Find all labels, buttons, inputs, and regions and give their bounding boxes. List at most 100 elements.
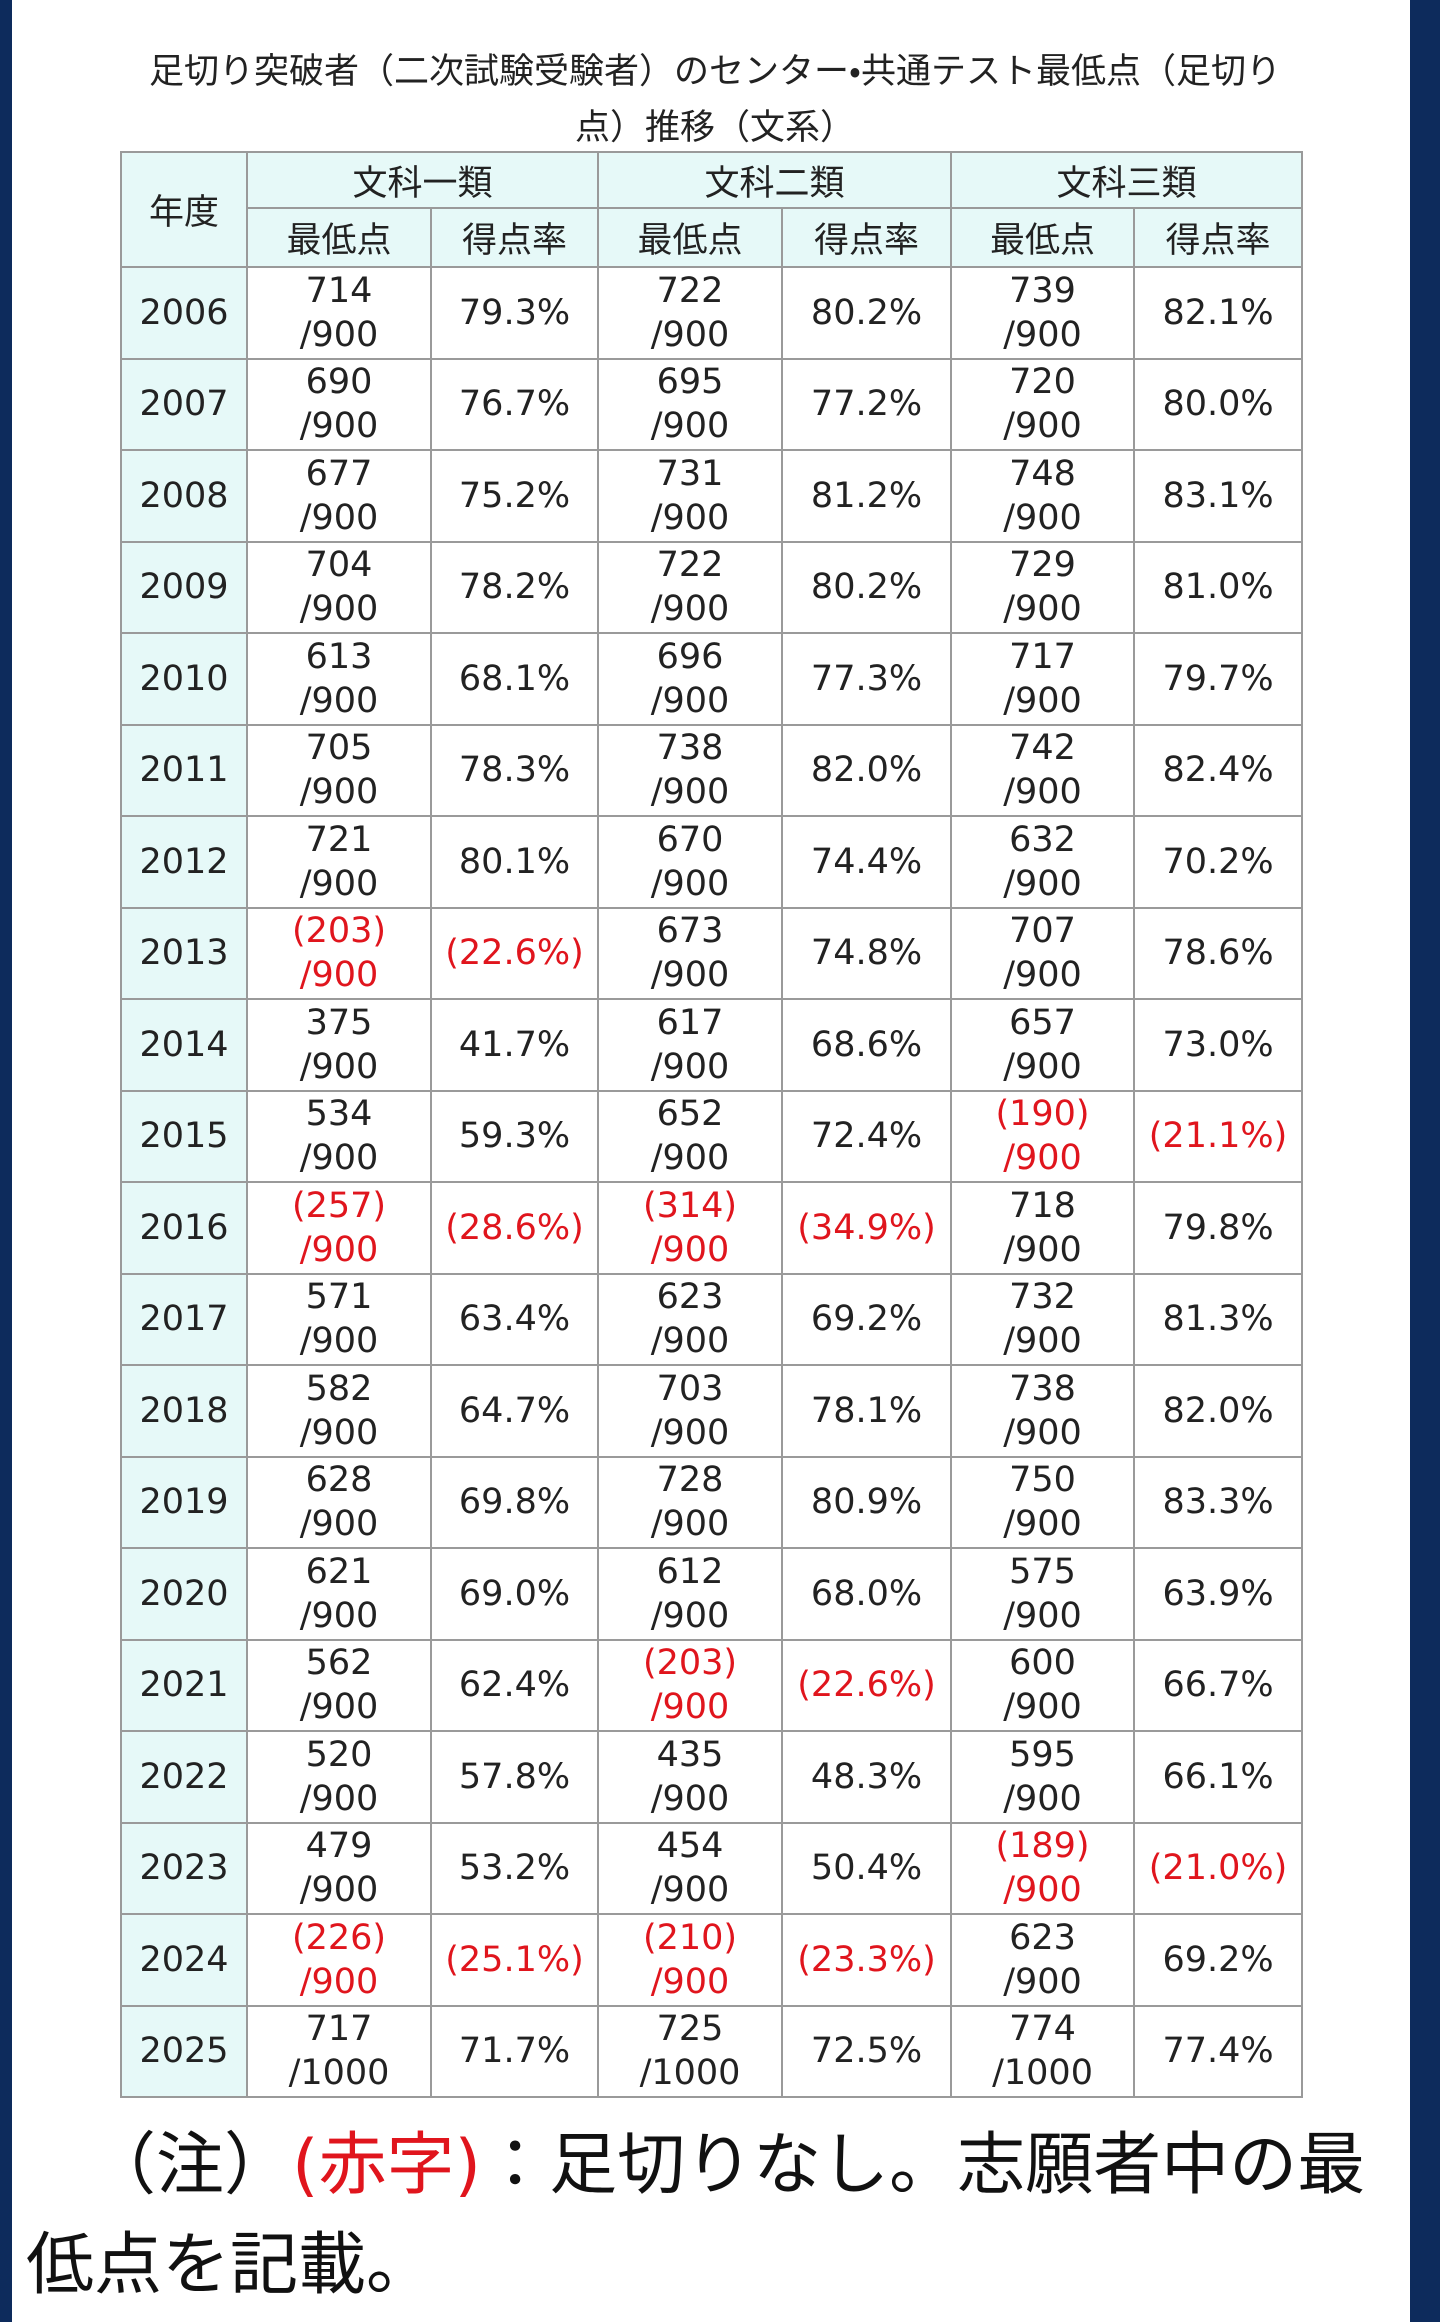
rate-cell: (25.1%) [429,1913,600,2007]
rate-cell: 69.8% [429,1455,600,1549]
rate-cell: 81.2% [781,449,953,543]
year-cell: 2016 [120,1181,248,1275]
score-total: /900 [299,1778,379,1819]
score: 375 [305,1002,373,1043]
score-cell: 375/900 [246,998,432,1092]
rate-cell: 79.7% [1133,632,1304,726]
score-cell: (190)/900 [950,1089,1136,1183]
score-cell: 705/900 [246,723,432,817]
rate-cell: 50.4% [781,1821,953,1915]
score: 718 [1009,1185,1076,1226]
score-cell: 435/900 [597,1730,784,1824]
score: 595 [1009,1734,1076,1775]
score-cell: 738/900 [597,723,784,817]
score-cell: 707/900 [950,906,1136,1000]
score-total: /900 [650,1870,730,1911]
score-cell: 673/900 [597,906,784,1000]
score-total: /900 [1003,772,1082,813]
rate-cell: 73.0% [1133,998,1304,1092]
score-cell: 534/900 [246,1089,432,1183]
score-cell: 628/900 [246,1455,432,1549]
score-total: /900 [299,863,379,904]
score-total: /900 [650,1046,730,1087]
score: 717 [1009,636,1076,677]
rate-cell: (23.3%) [781,1913,953,2007]
table-row: 2018 582/900 64.7% 703/900 78.1% 738/900 82.0% [120,1364,1304,1458]
score-total: /900 [650,314,730,355]
note-label: （注） [88,2126,293,2205]
score-total: /900 [299,1046,379,1087]
group-header: 文科一類 [245,151,600,209]
rate-cell: 74.4% [781,815,953,909]
rate-cell: 41.7% [429,998,600,1092]
score-cell: 722/900 [597,266,784,360]
score-total: /900 [650,1961,730,2002]
score: 696 [656,636,724,677]
score: (257) [291,1185,387,1226]
score: 690 [305,362,373,403]
score-total: /900 [299,955,379,996]
score: (226) [291,1917,387,1958]
score-total: /900 [650,1778,730,1819]
score-total: /900 [1003,1138,1082,1179]
score-total: /900 [1003,1687,1082,1728]
score: (190) [995,1094,1090,1135]
score-cell: 722/900 [597,540,784,634]
score-cell: (203)/900 [246,906,432,1000]
table-row: 2020 621/900 69.0% 612/900 68.0% 575/900 63.9% [120,1547,1304,1641]
score-cell: 714/900 [246,266,432,360]
score: 600 [1009,1643,1076,1684]
score-cell: 454/900 [597,1821,784,1915]
score-cell: 729/900 [950,540,1136,634]
note-text: ：足切りなし。志願者中の最低点を記載。 [26,2126,1366,2305]
rate-cell: 82.1% [1133,266,1304,360]
score-total: /900 [650,406,730,447]
year-cell: 2020 [120,1547,248,1641]
score-total: /900 [650,1321,730,1362]
score-total: /900 [650,955,730,996]
score-total: /900 [299,1687,379,1728]
score-total: /900 [1003,1046,1082,1087]
rate-cell: 59.3% [429,1089,600,1183]
score: 717 [305,2009,373,2050]
score-total: /900 [299,589,379,630]
score: 732 [1009,1277,1076,1318]
score-total: /900 [299,497,379,538]
score: 774 [1009,2009,1076,2050]
rate-cell: 79.8% [1133,1181,1304,1275]
border-right [1410,0,1440,2322]
score-total: /900 [650,1229,730,1270]
score-cell: 742/900 [950,723,1136,817]
rate-cell: 70.2% [1133,815,1304,909]
sub-header: 得点率 [429,207,600,268]
year-cell: 2013 [120,906,248,1000]
score-cell: 575/900 [950,1547,1136,1641]
rate-cell: 63.4% [429,1272,600,1366]
table-row: 2009 704/900 78.2% 722/900 80.2% 729/900 81.0% [120,540,1304,634]
rate-cell: (21.1%) [1133,1089,1304,1183]
rate-cell: 69.2% [781,1272,953,1366]
year-cell: 2008 [120,449,248,543]
score: 613 [305,636,373,677]
sub-header: 最低点 [597,207,784,268]
rate-cell: 80.0% [1133,357,1304,451]
score: 479 [305,1826,373,1867]
score-cell: 721/900 [246,815,432,909]
score-cell: 732/900 [950,1272,1136,1366]
score-cell: 479/900 [246,1821,432,1915]
score: 703 [656,1368,724,1409]
score: 623 [656,1277,724,1318]
year-cell: 2014 [120,998,248,1092]
rate-cell: (28.6%) [429,1181,600,1275]
score-cell: 720/900 [950,357,1136,451]
score-cell: 704/900 [246,540,432,634]
score: 571 [305,1277,373,1318]
score-cell: 595/900 [950,1730,1136,1824]
score-cell: (189)/900 [950,1821,1136,1915]
score: 750 [1009,1460,1076,1501]
rate-cell: 80.1% [429,815,600,909]
score-total: /900 [1003,1778,1082,1819]
table-row: 2006 714/900 79.3% 722/900 80.2% 739/900 82.1% [120,266,1304,360]
score: 704 [305,545,373,586]
